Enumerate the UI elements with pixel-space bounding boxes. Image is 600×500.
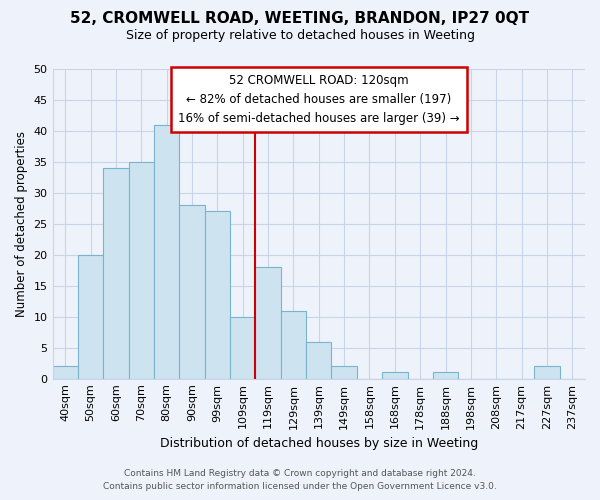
Text: Contains HM Land Registry data © Crown copyright and database right 2024.
Contai: Contains HM Land Registry data © Crown c… — [103, 470, 497, 491]
Bar — [103, 168, 128, 378]
Bar — [205, 212, 230, 378]
Bar — [433, 372, 458, 378]
Bar — [256, 267, 281, 378]
Bar — [78, 255, 103, 378]
Bar — [154, 124, 179, 378]
Bar — [281, 310, 306, 378]
Bar — [534, 366, 560, 378]
Text: 52, CROMWELL ROAD, WEETING, BRANDON, IP27 0QT: 52, CROMWELL ROAD, WEETING, BRANDON, IP2… — [70, 11, 530, 26]
Bar — [230, 316, 256, 378]
Bar — [306, 342, 331, 378]
Bar — [128, 162, 154, 378]
Bar — [179, 206, 205, 378]
Bar — [53, 366, 78, 378]
Bar — [382, 372, 407, 378]
Text: Size of property relative to detached houses in Weeting: Size of property relative to detached ho… — [125, 29, 475, 42]
Text: 52 CROMWELL ROAD: 120sqm
← 82% of detached houses are smaller (197)
16% of semi-: 52 CROMWELL ROAD: 120sqm ← 82% of detach… — [178, 74, 460, 124]
Bar — [331, 366, 357, 378]
X-axis label: Distribution of detached houses by size in Weeting: Distribution of detached houses by size … — [160, 437, 478, 450]
Y-axis label: Number of detached properties: Number of detached properties — [15, 131, 28, 317]
